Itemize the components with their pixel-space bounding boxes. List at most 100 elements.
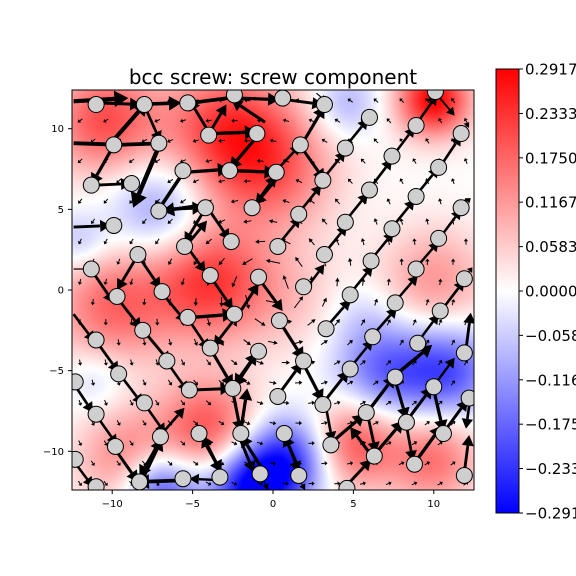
displacement-arrow-small <box>412 158 417 164</box>
displacement-arrow-small <box>103 480 108 486</box>
displacement-arrow-small <box>333 400 341 405</box>
displacement-arrow-small <box>90 379 96 386</box>
displacement-arrow-small <box>65 461 69 466</box>
displacement-arrow-small <box>463 118 468 124</box>
atom-marker <box>336 139 354 157</box>
displacement-arrow-small <box>438 198 443 205</box>
atom-marker <box>455 270 473 288</box>
displacement-arrow-small <box>167 460 173 466</box>
displacement-arrow-small <box>334 318 340 326</box>
atom-marker <box>360 181 378 199</box>
displacement-arrow-small <box>450 258 456 265</box>
displacement-arrow-small <box>116 420 121 426</box>
displacement-arrow-small <box>399 178 404 185</box>
colorbar-tick: 0.0000 <box>519 283 576 301</box>
displacement-arrow-small <box>206 318 211 327</box>
displacement-arrow-small <box>268 340 278 345</box>
atom-marker <box>430 158 448 176</box>
atom-marker <box>452 199 470 217</box>
displacement-arrow-small <box>205 118 212 123</box>
displacement-arrow-small <box>142 339 147 346</box>
displacement-arrow-small <box>359 481 367 486</box>
atom-marker <box>407 260 425 278</box>
displacement-arrow-small <box>438 118 443 124</box>
colorbar-tick-label: −0.1167 <box>525 371 576 389</box>
displacement-arrow-small <box>399 218 404 225</box>
displacement-arrow-small <box>385 400 392 406</box>
atom-marker <box>153 283 171 301</box>
displacement-arrow-small <box>335 277 340 287</box>
colorbar-tick-label: −0.1750 <box>525 416 576 434</box>
atom-marker <box>105 136 123 154</box>
displacement-arrow-small <box>65 380 69 386</box>
displacement-arrow-small <box>385 441 392 446</box>
displacement-arrow-small <box>205 400 212 406</box>
displacement-arrow-small <box>411 481 418 486</box>
displacement-arrow-small <box>399 98 405 104</box>
displacement-arrow-small <box>180 198 187 204</box>
displacement-arrow-small <box>103 440 108 446</box>
displacement-arrow-small <box>265 258 281 264</box>
atom-marker <box>338 479 356 490</box>
displacement-arrow-small <box>269 380 277 385</box>
displacement-arrow-small <box>307 319 316 326</box>
displacement-arrow-small <box>77 158 83 164</box>
displacement-arrow-small <box>103 118 109 123</box>
displacement-arrow-small <box>333 360 341 365</box>
atom-marker <box>386 368 404 386</box>
displacement-arrow-small <box>90 460 95 466</box>
atom-marker <box>431 302 449 320</box>
atom-marker <box>406 455 424 473</box>
displacement-arrow-small <box>373 98 379 103</box>
colorbar-tick-label: 0.1750 <box>525 149 576 167</box>
x-tick: −10 <box>102 490 123 510</box>
x-tick: 5 <box>350 490 357 510</box>
displacement-arrow-small <box>90 298 96 306</box>
colorbar-tick: 0.0583 <box>519 238 576 256</box>
displacement-arrow-small <box>65 420 69 426</box>
atom-marker <box>360 108 378 126</box>
atom-marker <box>336 213 354 231</box>
displacement-arrow-small <box>437 481 443 486</box>
displacement-arrow-small <box>360 158 366 164</box>
displacement-arrow-small <box>399 258 404 266</box>
displacement-arrow-small <box>295 380 303 385</box>
displacement-arrow-small <box>192 138 199 144</box>
displacement-arrow-small <box>437 441 443 446</box>
atom-marker <box>158 352 176 370</box>
y-tick: 0 <box>58 286 72 297</box>
displacement-arrow-small <box>231 359 238 366</box>
displacement-arrow-small <box>295 256 303 267</box>
displacement-arrow-small <box>321 138 328 143</box>
colorbar-tick: 0.2333 <box>519 105 576 123</box>
atom-marker <box>179 94 197 112</box>
atom-marker <box>407 116 425 134</box>
displacement-arrow-small <box>451 339 456 346</box>
displacement-arrow-small <box>243 178 251 184</box>
displacement-arrow-small <box>116 178 122 184</box>
atom-marker <box>248 125 266 143</box>
displacement-arrow-small <box>321 420 328 426</box>
displacement-arrow-small <box>231 118 238 123</box>
displacement-arrow-small <box>321 218 328 225</box>
displacement-arrow-small <box>321 297 327 307</box>
atom-marker <box>232 425 250 443</box>
atom-marker <box>397 413 415 431</box>
y-tick: 5 <box>58 205 72 216</box>
atom-marker <box>315 96 333 114</box>
atom-marker <box>251 465 269 483</box>
atom-marker <box>430 229 448 247</box>
atom-marker <box>362 252 380 270</box>
atom-marker <box>290 205 308 223</box>
x-tick: 0 <box>270 490 276 510</box>
colorbar-tick: −0.2333 <box>519 460 576 478</box>
displacement-arrow-small <box>347 339 353 346</box>
displacement-arrow-small <box>256 400 264 406</box>
displacement-arrow-small <box>142 379 147 386</box>
displacement-arrow-small <box>167 138 174 143</box>
atom-marker <box>460 389 474 407</box>
atom-marker <box>196 199 214 217</box>
displacement-arrow-small <box>438 278 443 286</box>
atom-marker <box>322 436 340 454</box>
atom-marker <box>290 466 308 484</box>
